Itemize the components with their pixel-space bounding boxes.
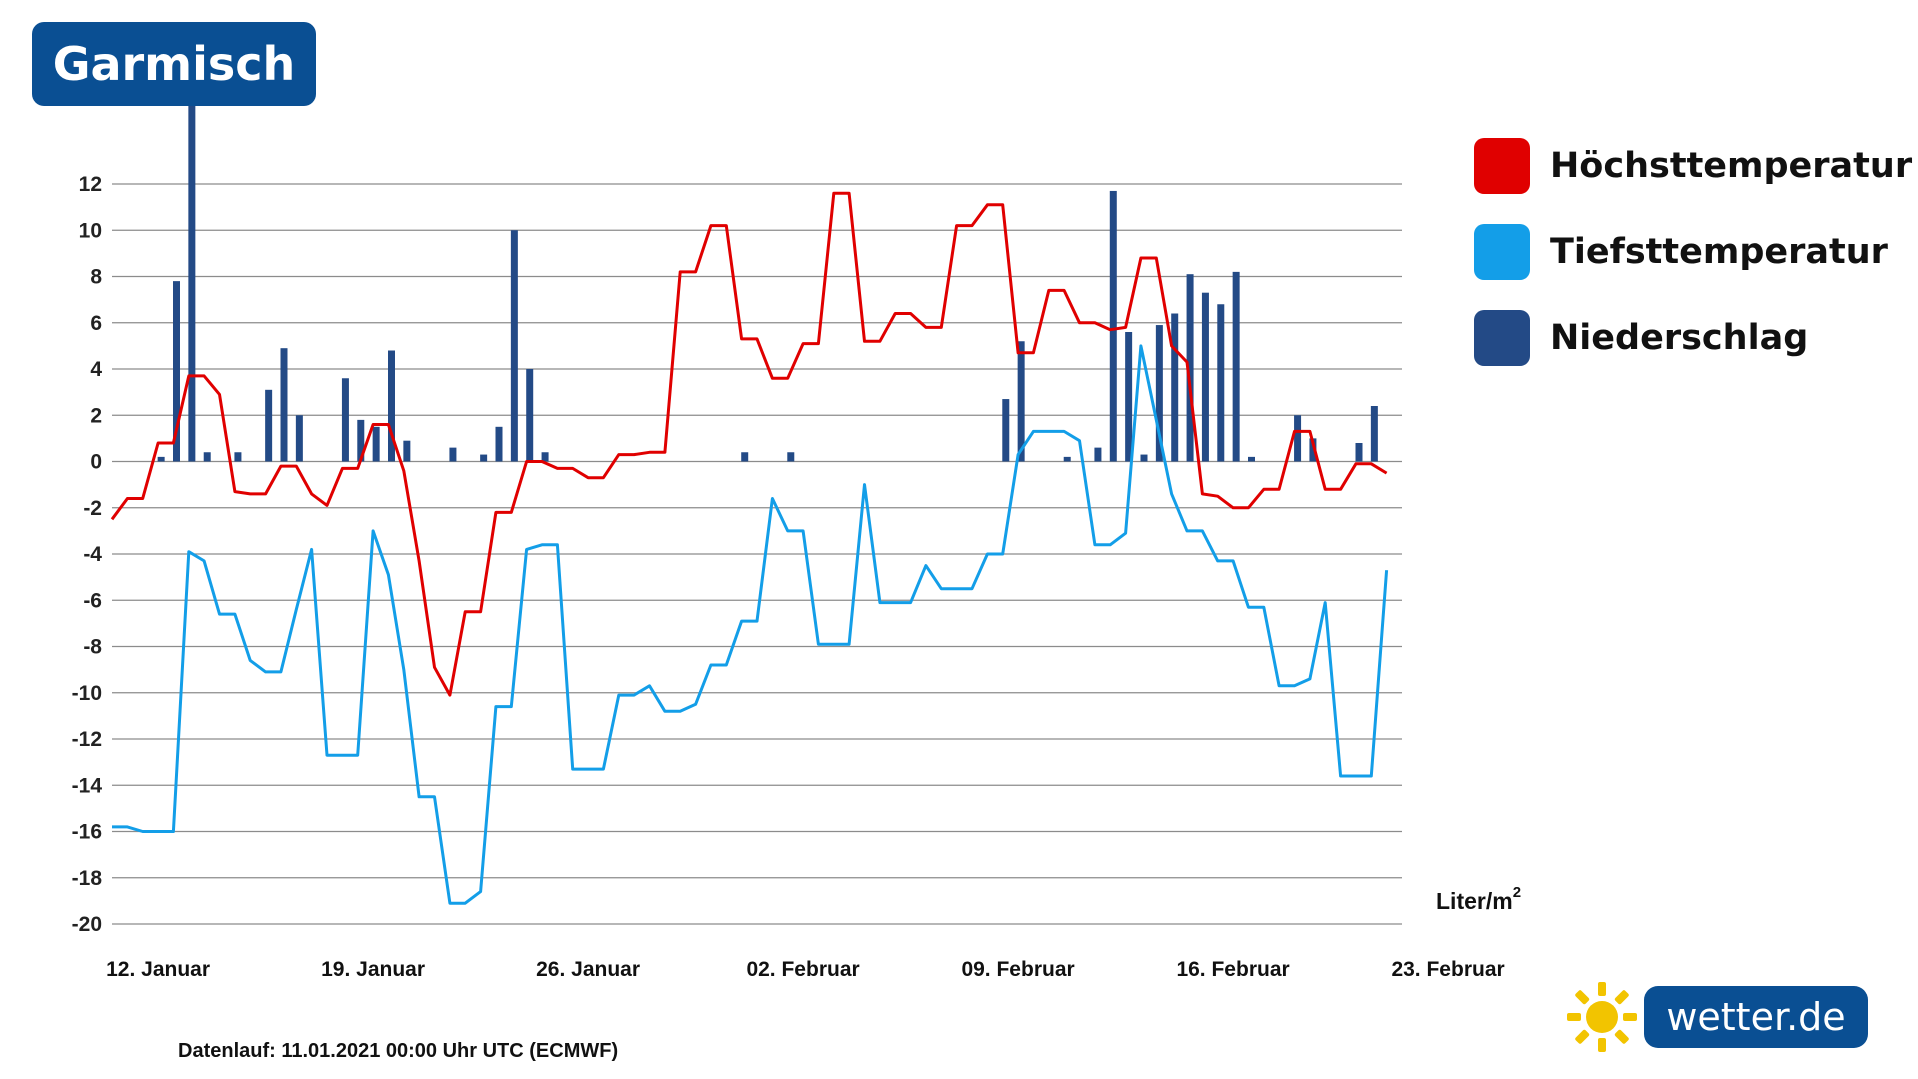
y-tick-label: -18	[72, 867, 103, 890]
precip-bar	[357, 419, 365, 462]
x-tick-label: 23. Februar	[1391, 958, 1504, 981]
legend-swatch-precip	[1474, 310, 1530, 366]
precip-bar	[541, 452, 549, 462]
precip-bar	[341, 378, 349, 462]
precip-bar	[265, 389, 273, 462]
x-tick-label: 19. Januar	[321, 958, 425, 981]
x-tick-label: 12. Januar	[106, 958, 210, 981]
legend-label-min-temp: Tiefsttemperatur	[1550, 232, 1888, 272]
precip-unit-label: Liter/m2	[1436, 884, 1521, 915]
sun-ray	[1575, 1029, 1590, 1044]
precip-bar	[495, 426, 503, 462]
legend-item-max-temp: Höchsttemperatur	[1474, 138, 1912, 194]
y-tick-label: -2	[83, 497, 102, 520]
y-tick-label: 0	[90, 451, 102, 474]
station-title: Garmisch	[52, 37, 296, 91]
precip-bar	[188, 106, 196, 462]
precip-bar	[388, 350, 395, 462]
legend-item-precip: Niederschlag	[1474, 310, 1894, 366]
sun-ray	[1614, 990, 1629, 1005]
y-tick-label: -6	[83, 589, 102, 612]
precip-bar	[526, 369, 534, 462]
precip-bar	[1109, 190, 1117, 462]
precip-bar	[280, 348, 288, 462]
precip-bar	[1217, 304, 1225, 462]
y-tick-label: -14	[72, 774, 103, 797]
y-axis-tick-labels: 12 10 8 6 4 2 0 -2 -4 -6 -8 -10 -12 -14 -16 -18 -20	[72, 173, 103, 936]
sun-ray	[1598, 1038, 1606, 1052]
precip-bar	[173, 281, 180, 462]
precip-bar	[1125, 332, 1133, 462]
precip-bar	[787, 452, 795, 462]
precip-bar	[510, 230, 518, 462]
precip-bar	[449, 447, 457, 462]
sun-ray	[1567, 1013, 1581, 1021]
y-tick-label: -12	[72, 728, 102, 751]
y-tick-label: 4	[90, 358, 102, 381]
precip-bar	[1248, 456, 1255, 462]
precip-bar	[295, 415, 303, 462]
unit-superscript: 2	[1512, 884, 1522, 901]
precip-bar	[1186, 274, 1194, 462]
sun-ray	[1575, 990, 1590, 1005]
sun-ray	[1598, 982, 1606, 996]
precip-bar	[741, 452, 749, 462]
precip-bar	[157, 456, 165, 462]
precip-bar	[1370, 406, 1378, 462]
precip-bar	[234, 452, 242, 462]
precip-bar	[1355, 443, 1363, 462]
x-tick-label: 09. Februar	[961, 958, 1074, 981]
unit-text: Liter/m	[1436, 888, 1513, 914]
y-tick-label: 8	[90, 266, 102, 289]
precip-bar	[1309, 438, 1317, 462]
station-title-badge: Garmisch	[32, 22, 316, 106]
precip-bar	[1155, 325, 1163, 462]
precip-bar	[1140, 454, 1148, 462]
precip-bar	[1294, 415, 1302, 462]
legend-label-max-temp: Höchsttemperatur	[1550, 146, 1913, 186]
precip-bar	[1201, 292, 1209, 462]
precip-bar	[1171, 313, 1179, 462]
precip-bar	[1002, 399, 1010, 462]
logo-pill	[1644, 986, 1868, 1048]
precip-bar	[1232, 271, 1240, 462]
legend-label-precip: Niederschlag	[1550, 318, 1809, 358]
temperature-lines	[110, 191, 1389, 905]
gridlines	[112, 183, 1402, 925]
model-run-footer: Datenlauf: 11.01.2021 00:00 Uhr UTC (ECM…	[178, 1040, 619, 1062]
wetter-de-logo: wetter.de	[1562, 980, 1868, 1054]
y-tick-label: 10	[79, 219, 102, 242]
legend-item-min-temp: Tiefsttemperatur	[1474, 224, 1894, 280]
sun-ray	[1623, 1013, 1637, 1021]
x-tick-label: 02. Februar	[746, 958, 859, 981]
sun-ray	[1614, 1029, 1629, 1044]
y-tick-label: -10	[72, 682, 102, 705]
y-tick-label: 12	[79, 173, 102, 196]
precip-bar	[1094, 447, 1102, 462]
x-tick-label: 26. Januar	[536, 958, 640, 981]
y-tick-label: 6	[90, 312, 102, 335]
precip-bar	[372, 426, 380, 462]
precip-bar	[1017, 341, 1025, 462]
x-axis-tick-labels: 12. Januar 19. Januar 26. Januar 02. Februa…	[106, 958, 1505, 981]
precip-bar	[203, 452, 211, 462]
precip-bar	[403, 440, 411, 462]
precip-bar	[1063, 456, 1071, 462]
precipitation-bars	[157, 106, 1378, 462]
x-tick-label: 16. Februar	[1176, 958, 1289, 981]
min-temp-line	[112, 344, 1389, 905]
legend-swatch-min-temp	[1474, 224, 1530, 280]
precip-bar	[480, 454, 488, 462]
max-temp-line	[110, 191, 1388, 697]
y-tick-label: -4	[83, 543, 102, 566]
y-tick-label: -8	[83, 636, 102, 659]
logo-text: wetter.de	[1666, 995, 1846, 1039]
sun-icon	[1567, 982, 1637, 1052]
y-tick-label: 2	[90, 404, 102, 427]
legend-swatch-max-temp	[1474, 138, 1530, 194]
y-tick-label: -16	[72, 821, 102, 844]
y-tick-label: -20	[72, 913, 102, 936]
